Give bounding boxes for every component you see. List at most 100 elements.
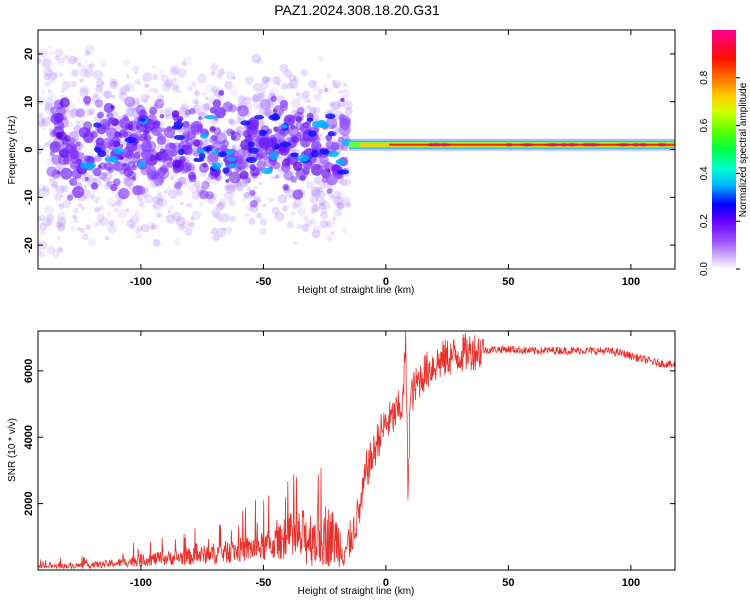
spectrogram-speckle (283, 69, 293, 78)
spectrogram-speckle (79, 227, 86, 234)
spectrogram-speckle (274, 211, 285, 222)
spectrogram-speckle (87, 64, 91, 69)
spectrogram-speckle (181, 61, 187, 67)
spectrogram-speckle (58, 246, 64, 252)
spectrogram-blob (127, 124, 134, 131)
spectrogram-speckle (228, 199, 236, 207)
spectrogram-speckle (296, 92, 305, 101)
spectrogram-hotspot (199, 133, 209, 139)
spectrogram-speckle (46, 214, 55, 222)
spectrogram-blob (94, 99, 104, 108)
spectrogram-speckle (202, 111, 207, 116)
spectrogram-hotspot (319, 148, 330, 155)
spectrogram-speckle (271, 206, 280, 215)
spectrogram-speckle (334, 201, 342, 209)
spectrogram-speckle (251, 94, 259, 102)
spectrogram-speckle (55, 221, 63, 229)
spectrogram-speckle (127, 108, 137, 118)
tone-peak (438, 143, 451, 147)
spectrogram-speckle (310, 186, 320, 196)
spectrogram-speckle (238, 130, 245, 137)
colorbar-tick-label: 0.4 (699, 166, 710, 180)
spectrogram-hotspot (290, 152, 299, 158)
spectrogram-speckle (39, 214, 46, 221)
colorbar-tick-label: 0.8 (699, 70, 710, 84)
spectrogram-speckle (107, 211, 111, 216)
spectrogram-blob (331, 163, 340, 172)
spectrogram-blob (230, 134, 237, 141)
spectrogram-speckle (224, 191, 234, 201)
spectrogram-speckle (329, 193, 335, 200)
spectrogram-speckle (117, 92, 124, 99)
spectrogram-speckle (264, 99, 275, 110)
spectrogram-speckle (340, 179, 348, 187)
spectrogram-speckle (216, 227, 227, 238)
spectrogram-blob (252, 135, 258, 141)
tone-peak (631, 143, 640, 147)
spectrogram-speckle (311, 229, 321, 239)
spectrogram-speckle (319, 211, 329, 220)
spectrogram-blob (338, 124, 351, 136)
spectrogram-blob (270, 95, 277, 102)
y-tick-label: 10 (23, 96, 35, 108)
spectrogram-hotspot (177, 148, 185, 156)
spectrogram-speckle (105, 113, 111, 119)
spectrogram-blob (290, 176, 298, 183)
spectrogram-blob (117, 187, 130, 200)
spectrogram-speckle (38, 187, 42, 193)
spectrogram-speckle (256, 57, 264, 65)
spectrogram-ylabel: Frequency (Hz) (7, 116, 18, 185)
spectrogram-speckle (320, 207, 328, 215)
spectrogram-speckle (308, 193, 319, 203)
spectrogram-blob (295, 116, 302, 123)
spectrogram-speckle (243, 191, 250, 199)
spectrogram-speckle (214, 214, 221, 221)
spectrogram-speckle (234, 182, 238, 187)
spectrogram-speckle (288, 74, 297, 82)
spectrogram-speckle (336, 202, 345, 211)
spectrogram-speckle (47, 73, 58, 83)
spectrogram-speckle (188, 221, 195, 227)
spectrogram-speckle (146, 185, 150, 189)
spectrogram-blob (53, 112, 64, 123)
spectrogram-speckle (204, 138, 209, 144)
spectrogram-speckle (90, 194, 96, 200)
tone-peak (566, 143, 579, 147)
spectrogram-speckle (341, 198, 351, 208)
spectrogram-speckle (77, 203, 83, 208)
spectrogram-hotspot (211, 162, 222, 170)
spectrogram-speckle (312, 225, 322, 234)
spectrogram-blob (51, 154, 62, 165)
spectrogram-speckle (243, 96, 252, 105)
spectrogram-speckle (290, 98, 301, 109)
spectrogram-speckle (57, 221, 67, 231)
tone-peak (504, 143, 513, 147)
spectrogram-speckle (165, 114, 171, 120)
spectrogram-blob (292, 161, 303, 172)
spectrogram-speckle (38, 143, 41, 147)
spectrogram-speckle (38, 215, 42, 222)
spectrogram-speckle (68, 200, 72, 205)
spectrogram-speckle (197, 189, 207, 199)
spectrogram-blob (314, 164, 320, 170)
spectrogram-speckle (73, 207, 80, 214)
spectrogram-speckle (38, 117, 46, 128)
spectrogram-blob (169, 142, 176, 150)
spectrogram-blob (53, 119, 64, 130)
spectrogram-blob (124, 96, 136, 108)
spectrogram-blob (145, 165, 157, 176)
spectrogram-speckle (81, 233, 89, 241)
spectrogram-speckle (38, 251, 45, 258)
spectrogram-hotspot (193, 157, 204, 163)
spectrogram-speckle (84, 67, 95, 78)
spectrogram-blob (157, 176, 165, 184)
x-tick-label: -50 (255, 276, 271, 288)
spectrogram-speckle (227, 118, 235, 126)
spectrogram-speckle (281, 203, 290, 212)
spectrogram-blob (209, 169, 220, 180)
spectrogram-speckle (246, 187, 251, 192)
snr-panel: -100 -50 0 50 100 2000 4000 6000 Height of stra… (7, 330, 676, 597)
spectrogram-hotspot (279, 141, 292, 147)
spectrogram-speckle (135, 229, 139, 233)
